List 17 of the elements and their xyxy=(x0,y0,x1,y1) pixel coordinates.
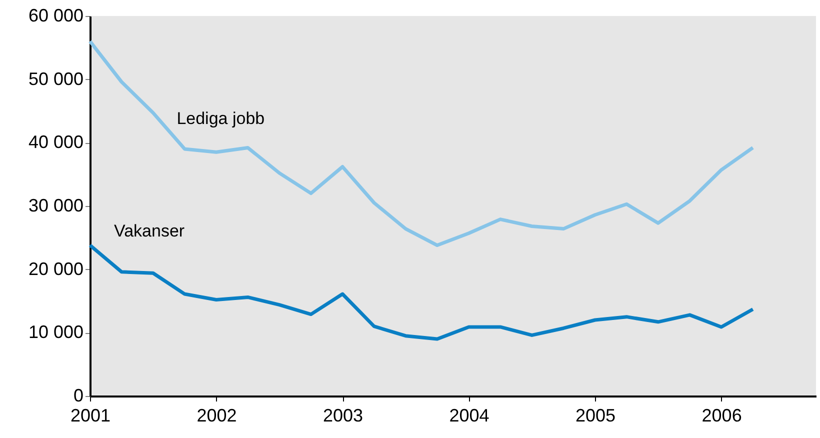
line-series xyxy=(88,244,755,341)
y-tick-label: 60 000 xyxy=(28,6,84,26)
y-tick-label: 50 000 xyxy=(28,68,84,89)
series-label: Lediga jobb xyxy=(176,109,265,128)
y-tick-label: 30 000 xyxy=(28,196,84,216)
x-tick-label: 2006 xyxy=(702,406,742,426)
x-tick-label: 2005 xyxy=(576,406,616,426)
x-tick-label: 2002 xyxy=(196,406,237,426)
y-tick-label: 40 000 xyxy=(28,132,84,152)
x-tick-label: 2001 xyxy=(70,406,111,426)
x-tick-label: 2004 xyxy=(449,406,490,426)
y-tick-label: 20 000 xyxy=(28,258,84,279)
y-tick-label: 10 000 xyxy=(28,322,84,342)
y-tick-label: 0 xyxy=(73,386,84,406)
line-series xyxy=(88,40,755,248)
x-tick-label: 2003 xyxy=(323,406,364,426)
series-label: Vakanser xyxy=(114,221,185,240)
